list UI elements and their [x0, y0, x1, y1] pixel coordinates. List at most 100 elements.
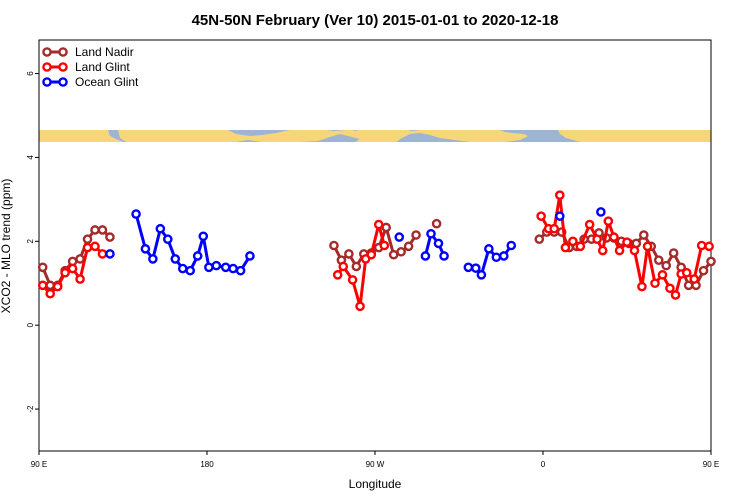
land-nadir-point: [639, 230, 649, 240]
ocean-glint-point: [491, 252, 502, 263]
land-glint-point: [704, 241, 714, 252]
ocean-glint-point: [439, 251, 449, 261]
ocean-glint-point: [555, 211, 565, 221]
land-glint-point: [592, 234, 602, 245]
ocean-glint-point: [105, 249, 115, 259]
ocean-glint-point: [245, 251, 255, 261]
land-glint-point: [670, 290, 681, 300]
land-glint-point: [650, 278, 660, 289]
land-nadir-point: [411, 230, 421, 240]
land-glint-point: [657, 270, 668, 280]
land-glint-point: [560, 242, 571, 253]
land-glint-point: [75, 274, 85, 284]
ocean-glint-point: [235, 265, 246, 276]
land-band: [39, 130, 711, 142]
land-glint-point: [549, 223, 560, 234]
land-glint-point: [97, 249, 108, 259]
land-nadir-point: [698, 265, 709, 276]
ocean-glint-point: [228, 263, 238, 274]
land-glint-point: [536, 211, 546, 221]
land-glint-point: [45, 288, 56, 299]
land-glint-point: [52, 281, 63, 292]
land-glint-point: [681, 267, 692, 278]
land-nadir-point: [45, 280, 56, 291]
ocean-glint-point: [596, 207, 606, 217]
series-layer: [37, 190, 716, 312]
land-nadir-point: [403, 241, 414, 252]
land-glint-point: [379, 240, 390, 251]
ocean-glint-point: [506, 240, 517, 251]
x-tick-label: 90 E: [31, 460, 47, 469]
land-nadir-point: [351, 261, 362, 272]
land-nadir-point: [388, 249, 399, 260]
land-nadir-point: [431, 218, 442, 229]
ocean-glint-point: [420, 251, 431, 261]
land-glint-point: [555, 190, 565, 200]
land-glint-point: [614, 245, 625, 256]
ocean-glint-point: [426, 228, 436, 239]
legend-marker: [58, 47, 68, 57]
ocean-glint-point: [463, 262, 474, 273]
land-glint-point: [67, 263, 78, 274]
land-glint-point: [629, 245, 640, 256]
legend-item-land-nadir: Land Nadir: [42, 45, 134, 59]
land-glint-point: [642, 241, 653, 252]
x-tick-label: 90 W: [366, 460, 385, 469]
x-axis-label: Longitude: [349, 477, 402, 491]
land-glint-point: [347, 275, 358, 285]
land-glint-point: [82, 242, 93, 253]
land-nadir-point: [534, 234, 545, 245]
land-glint-point: [637, 281, 647, 292]
y-tick-label: 0: [26, 322, 35, 327]
land-glint-point: [355, 301, 365, 312]
land-glint-point: [338, 261, 349, 272]
land-glint-point: [373, 219, 384, 230]
legend-marker: [58, 77, 68, 87]
land-nadir-point: [75, 254, 85, 264]
x-tick-label: 0: [541, 460, 546, 469]
ocean-glint-point: [140, 244, 151, 254]
series-land-glint: [37, 190, 714, 312]
land-glint-point: [689, 274, 700, 284]
ocean-glint-point: [476, 270, 487, 280]
land-nadir-point: [329, 240, 339, 251]
ocean-glint-point: [131, 209, 141, 219]
legend-item-ocean-glint: Ocean Glint: [42, 75, 139, 89]
legend-label: Land Nadir: [75, 45, 134, 59]
land-glint-point: [603, 216, 614, 226]
x-tick-label: 180: [200, 460, 214, 469]
land-glint-point: [609, 232, 619, 242]
land-glint-point: [90, 241, 100, 252]
land-ocean-map-strip: [39, 130, 711, 142]
ocean-glint-point: [177, 263, 188, 274]
land-glint-point: [37, 280, 48, 291]
ocean-glint-point: [155, 223, 166, 234]
land-nadir-point: [653, 255, 664, 265]
legend-marker: [58, 62, 68, 72]
y-tick-label: 6: [26, 71, 35, 76]
ocean-glint-point: [198, 231, 209, 242]
chart-title: 45N-50N February (Ver 10) 2015-01-01 to …: [192, 12, 559, 29]
land-nadir-point: [683, 280, 694, 291]
land-glint-point: [568, 236, 578, 247]
land-nadir-point: [706, 256, 716, 267]
y-tick-label: -2: [26, 405, 35, 413]
legend-marker: [42, 47, 52, 57]
ocean-glint-point: [148, 254, 158, 264]
land-glint-point: [696, 240, 707, 251]
ocean-glint-point: [220, 262, 231, 273]
y-tick-label: 4: [26, 155, 35, 160]
land-nadir-point: [82, 234, 93, 245]
land-nadir-point: [668, 248, 679, 258]
x-tick-label: 90 E: [703, 460, 719, 469]
land-nadir-point: [105, 232, 115, 242]
legend-label: Land Glint: [75, 60, 130, 74]
y-tick-label: 2: [26, 239, 35, 244]
land-glint-point: [597, 245, 608, 256]
series-ocean-glint: [105, 207, 606, 280]
ocean-glint-point: [204, 262, 214, 273]
ocean-glint-point: [192, 251, 203, 261]
land-glint-point: [332, 270, 343, 280]
land-glint-point: [575, 241, 586, 252]
land-glint-point: [584, 219, 595, 230]
